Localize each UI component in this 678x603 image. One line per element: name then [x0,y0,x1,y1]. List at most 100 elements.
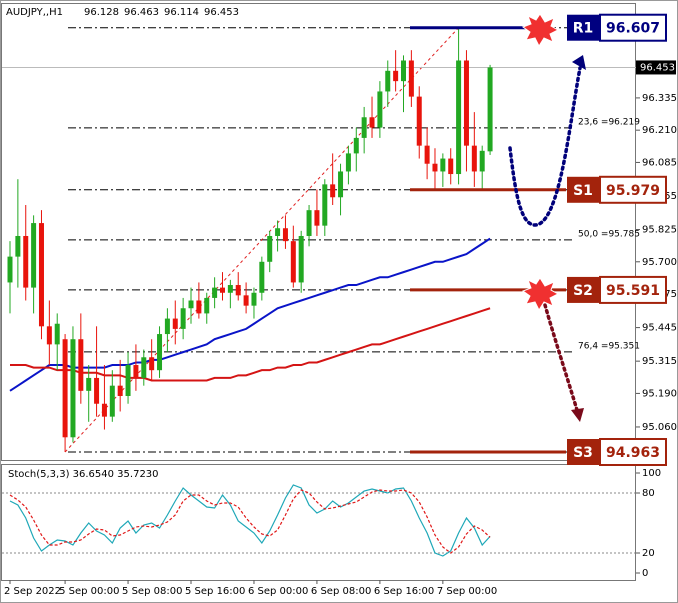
stoch-title: Stoch(5,3,3) 36.6540 35.7230 [8,469,159,480]
level-name: S2 [573,283,593,299]
level-name: R1 [573,21,594,37]
price-tag [636,60,676,75]
arrow-path [508,66,582,227]
candle-body [463,60,469,146]
level-name-box [567,438,599,465]
candle-body [338,171,344,198]
x-tick-label: 2 Sep 2022 [4,586,61,597]
candle-body [164,318,170,335]
chart-title: AUDJPY,,H1 [6,7,63,18]
price-tag-label: 96.453 [640,62,675,73]
candle-body [345,153,351,172]
candle-body [432,163,438,172]
candle-body [117,385,123,396]
stoch-line [9,484,491,557]
candle-body [282,228,288,242]
candle-body [235,285,241,296]
level-value-box [599,437,667,466]
level-value: 95.591 [606,283,660,299]
candle-body [196,300,202,314]
candle-body [46,326,52,345]
level-value-box [599,13,667,42]
x-tick-label: 6 Sep 08:00 [311,586,371,597]
candle-body [401,60,406,82]
candle-body [188,300,194,309]
candle-body [157,334,163,371]
candle-body [94,377,100,404]
y-tick-label: 95.700 [642,257,677,268]
y-tick-label: 96.335 [642,93,677,104]
arrow-path [543,303,579,412]
candle-body [243,295,249,306]
y-tick-label: 95.060 [642,422,677,433]
candle-body [290,241,296,283]
x-tick-label: 6 Sep 00:00 [248,586,308,597]
candle-body [62,339,68,438]
candle-body [109,385,115,417]
level-name-box [567,276,599,303]
candle-body [306,210,312,236]
candle-body [219,287,225,293]
level-value: 95.979 [606,183,660,199]
y-tick-label: 100 [642,468,661,479]
y-tick-label: 80 [642,488,655,499]
candle-body [149,357,155,371]
arrow-head [572,55,586,70]
candle-body [31,223,37,288]
candle-body [424,145,430,164]
y-tick-label: 96.085 [642,157,677,168]
candle-body [330,184,336,198]
candle-body [456,60,462,175]
moving-average [9,237,491,392]
stoch-panel [1,464,636,581]
moving-average [10,307,491,382]
x-tick-label: 6 Sep 16:00 [374,586,434,597]
candle-body [172,318,178,329]
header-close: 96.453 [204,7,239,18]
candle-body [7,256,13,283]
fib-trend-line [64,27,459,453]
candle-body [298,235,304,283]
level-name: S1 [573,183,593,199]
candle-body [251,292,257,306]
candle-body [479,150,485,172]
candle-body [393,70,399,82]
candle-body [361,117,367,138]
candle-body [385,70,391,92]
candle-body [314,210,320,226]
starburst [521,277,560,312]
stoch-line [9,489,491,554]
level-name-box [567,176,599,203]
candle-body [86,377,92,391]
y-tick-label: 95.445 [642,323,677,334]
y-tick-label: 95.190 [642,388,677,399]
y-tick-label: 95.315 [642,356,677,367]
y-tick-label: 95.825 [642,225,677,236]
candle-body [212,287,218,298]
candle-body [180,308,186,329]
candle-body [54,323,60,345]
candle-body [125,365,131,396]
x-tick-label: 5 Sep 08:00 [122,586,182,597]
candle-body [101,403,107,417]
y-tick-label: 96.210 [642,125,677,136]
candle-body [227,285,233,293]
starburst [521,13,560,48]
candle-body [38,223,44,327]
candle-body [23,235,29,288]
candle-body [487,67,493,152]
fib-label: 50,0 =95.785 [578,229,640,239]
candle-body [408,60,414,97]
candle-body [377,91,383,128]
candle-body [275,228,281,236]
level-name: S3 [573,445,593,461]
candle-body [353,137,359,154]
candle-body [416,96,422,146]
candle-body [15,235,21,257]
candle-body [259,261,265,293]
candle-body [322,184,328,226]
x-tick-label: 5 Sep 00:00 [59,586,119,597]
candle-body [369,117,375,128]
